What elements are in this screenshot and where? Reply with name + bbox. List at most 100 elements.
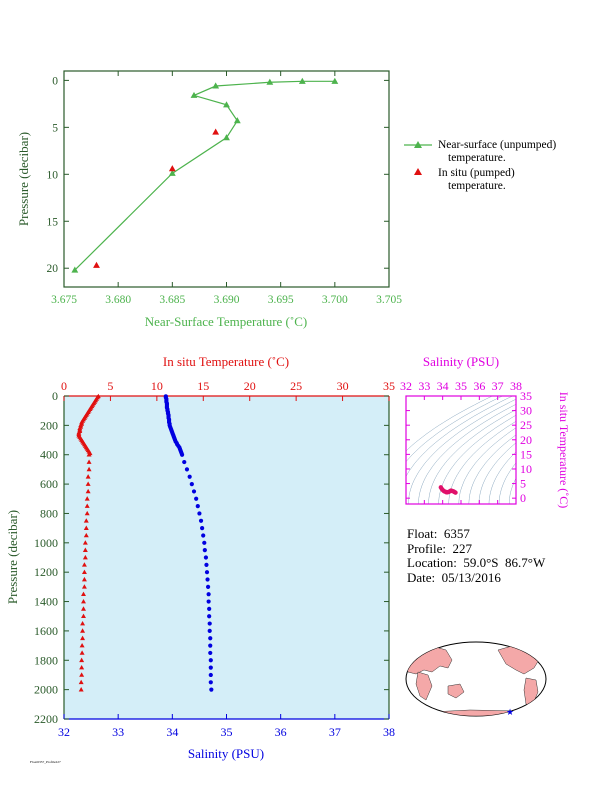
- pressure-tick-label: 800: [40, 506, 58, 520]
- profile-bottom-xlabel: Salinity (PSU): [188, 746, 264, 761]
- near-surface-xtick-label: 3.675: [51, 294, 77, 306]
- ts-ytick-label: 25: [520, 418, 532, 432]
- near-surface-ytick-label: 15: [47, 216, 59, 228]
- float-info: Float: 6357 Profile: 227 Location: 59.0°…: [407, 526, 545, 585]
- temperature-point: [79, 672, 85, 677]
- temperature-point: [84, 496, 90, 501]
- temperature-tick-label: 35: [383, 379, 395, 393]
- ts-xtick-label: 35: [455, 379, 467, 393]
- unpumped-temperature-point: [190, 91, 198, 98]
- density-contour: [498, 462, 516, 504]
- salinity-point: [207, 614, 212, 619]
- near-surface-xlabel: Near-Surface Temperature (˚C): [145, 314, 307, 329]
- salinity-point: [207, 606, 212, 611]
- temperature-point: [81, 584, 87, 589]
- legend-pumped-label-2: temperature.: [448, 180, 506, 192]
- salinity-point: [205, 584, 211, 589]
- temperature-tick-label: 15: [197, 379, 209, 393]
- density-contour: [508, 477, 516, 504]
- profile-top-xlabel: In situ Temperature (˚C): [163, 354, 289, 369]
- ts-ytick-label: 35: [520, 389, 532, 403]
- salinity-point: [208, 658, 213, 663]
- salinity-tick-label: 38: [383, 725, 395, 739]
- salinity-point: [204, 570, 210, 575]
- ts-xtick-label: 37: [492, 379, 504, 393]
- footer-text: Float6357_Profile227: [30, 760, 61, 764]
- near-surface-ytick-label: 5: [52, 122, 58, 134]
- ts-ytick-label: 10: [520, 462, 532, 476]
- temperature-point: [81, 606, 86, 611]
- salinity-point: [209, 687, 214, 692]
- near-surface-xtick-label: 3.680: [105, 294, 131, 306]
- near-surface-xtick-label: 3.690: [214, 294, 240, 306]
- pressure-tick-label: 1800: [34, 653, 58, 667]
- salinity-point: [194, 496, 199, 501]
- profile-date: Date: 05/13/2016: [407, 569, 501, 585]
- near-surface-xtick-label: 3.695: [268, 294, 294, 306]
- salinity-tick-label: 37: [329, 725, 341, 739]
- salinity-point: [207, 628, 212, 634]
- temperature-point: [83, 532, 89, 538]
- near-surface-ytick-label: 20: [47, 263, 59, 275]
- profile-marks: [76, 393, 214, 692]
- profile-ylabel: Pressure (decibar): [5, 510, 20, 604]
- salinity-point: [208, 672, 213, 678]
- unpumped-temperature-point: [71, 266, 79, 273]
- temperature-point: [86, 459, 92, 464]
- near-surface-ytick-label: 0: [52, 75, 58, 87]
- salinity-point: [208, 636, 213, 641]
- ts-point: [453, 490, 458, 495]
- salinity-point: [202, 540, 207, 545]
- unpumped-temperature-point: [298, 77, 306, 84]
- temperature-point: [83, 525, 89, 530]
- legend-unpumped-label-1: Near-surface (unpumped): [438, 139, 556, 151]
- salinity-point: [200, 526, 205, 531]
- temperature-point: [82, 547, 88, 552]
- salinity-point: [208, 665, 213, 670]
- ts-xlabel: Salinity (PSU): [423, 354, 499, 369]
- unpumped-temperature-point: [331, 77, 339, 84]
- map-africa: [415, 671, 433, 701]
- map-australia: [447, 683, 465, 699]
- near-surface-marks: [71, 77, 339, 273]
- ts-ytick-label: 5: [520, 477, 526, 491]
- salinity-point: [191, 489, 197, 494]
- pressure-tick-label: 1000: [34, 536, 58, 550]
- unpumped-temperature-point: [233, 117, 241, 124]
- salinity-point: [182, 459, 187, 465]
- temperature-point: [81, 562, 87, 567]
- salinity-point: [195, 504, 200, 509]
- temperature-point: [83, 518, 89, 523]
- temperature-point: [82, 540, 88, 545]
- pressure-tick-label: 0: [52, 389, 58, 403]
- float-id: Float: 6357: [407, 526, 470, 541]
- near-surface-ylabel: Pressure (decibar): [16, 132, 31, 226]
- unpumped-temperature-point: [223, 101, 230, 108]
- density-contour: [458, 427, 516, 504]
- density-contour: [478, 442, 516, 504]
- near-surface-xtick-label: 3.705: [376, 294, 402, 306]
- temperature-point: [81, 591, 86, 597]
- temperature-tick-label: 5: [107, 379, 113, 393]
- ts-xtick-label: 34: [437, 379, 449, 393]
- unpumped-temperature-point: [168, 169, 176, 176]
- salinity-tick-label: 34: [166, 725, 178, 739]
- temperature-tick-label: 25: [290, 379, 302, 393]
- unpumped-temperature-line: [74, 80, 335, 271]
- density-contour: [448, 421, 516, 504]
- profile-ticks: 0 5 10 15 20 25 30 35 32 33 34 35 36 37 38 0 200 400 600 80…: [34, 379, 395, 739]
- temperature-point: [79, 642, 85, 648]
- salinity-tick-label: 35: [221, 725, 233, 739]
- legend-unpumped-label-2: temperature.: [448, 152, 506, 164]
- ts-ylabel: In situ Temperature (˚C): [557, 392, 571, 509]
- temperature-tick-label: 0: [61, 379, 67, 393]
- salinity-point: [203, 555, 209, 560]
- temperature-point: [81, 613, 86, 619]
- salinity-tick-label: 33: [112, 725, 124, 739]
- profile-plot-background: [64, 396, 389, 719]
- density-contour: [406, 396, 493, 452]
- near-surface-chart: 3.675 3.680 3.685 3.690 3.695 3.700 3.705 0 5 10 1…: [16, 70, 556, 329]
- temperature-point: [79, 650, 85, 655]
